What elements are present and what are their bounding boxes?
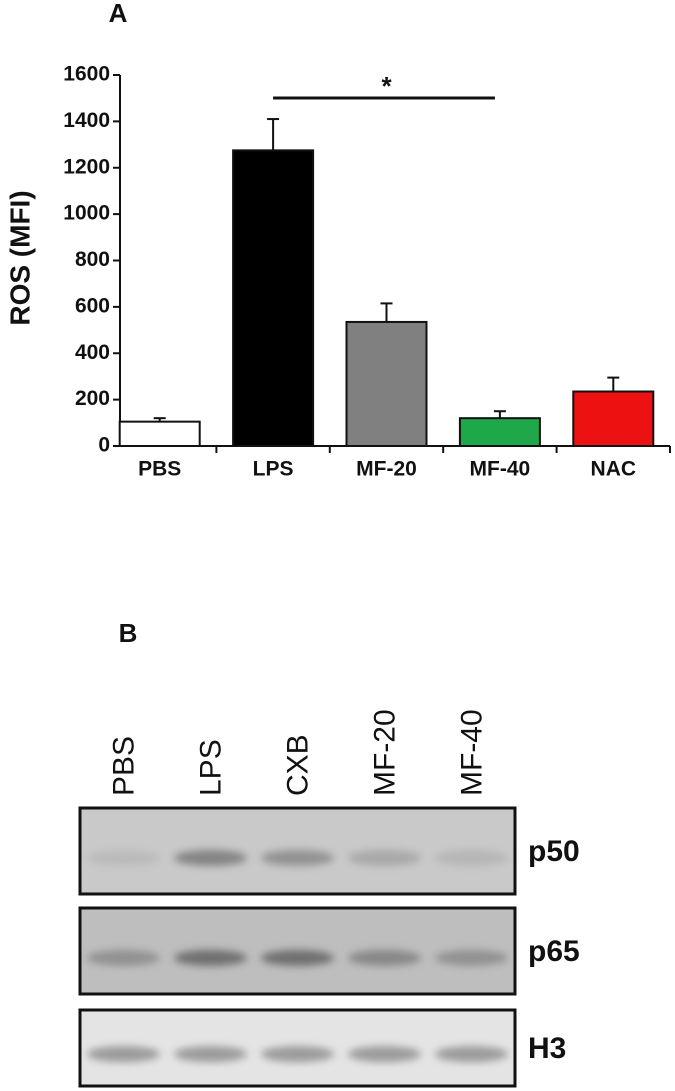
bar: [572, 390, 655, 447]
x-tick-label: LPS: [253, 458, 294, 481]
blot-band: [434, 949, 509, 966]
y-tick-label: 1600: [63, 63, 110, 86]
blot-band: [347, 1046, 422, 1063]
row-label: p65: [528, 935, 580, 968]
y-tick-label: 1200: [63, 155, 110, 178]
panel-label: B: [119, 618, 138, 648]
lane-label: MF-40: [455, 709, 488, 796]
x-tick-label: PBS: [138, 458, 181, 481]
y-tick-label: 800: [75, 248, 110, 271]
bar: [458, 417, 541, 447]
y-tick-label: 1000: [63, 202, 110, 225]
x-tick-label: MF-40: [470, 458, 531, 481]
x-tick-label: NAC: [591, 458, 637, 481]
bar: [345, 320, 428, 447]
blot-band: [260, 949, 335, 966]
y-tick-label: 400: [75, 341, 110, 364]
panel-label: A: [109, 0, 128, 28]
blot-band: [86, 1046, 161, 1063]
x-tick-label: MF-20: [356, 458, 417, 481]
y-axis-title: ROS (MFI): [4, 190, 35, 325]
row-label: p50: [528, 835, 580, 868]
significance-label: *: [381, 71, 392, 101]
y-tick-label: 200: [75, 387, 110, 410]
blot-band: [173, 1046, 248, 1063]
blot-band: [347, 949, 422, 966]
lane-label: CXB: [281, 734, 314, 796]
y-tick-label: 600: [75, 294, 110, 317]
blot-band: [434, 1046, 509, 1063]
blot-band: [173, 949, 248, 966]
blot-band: [86, 949, 161, 966]
lane-label: LPS: [194, 739, 227, 796]
y-tick-label: 1400: [63, 109, 110, 132]
blot-band: [86, 849, 161, 866]
bar: [118, 420, 201, 448]
blot-band: [347, 849, 422, 866]
lane-label: PBS: [107, 736, 140, 796]
lane-label: MF-20: [368, 709, 401, 796]
row-label: H3: [528, 1032, 566, 1065]
blot-band: [260, 1046, 335, 1063]
bar: [232, 149, 315, 447]
y-tick-label: 0: [98, 434, 110, 457]
blot-band: [173, 849, 248, 866]
blot-band: [434, 849, 509, 866]
blot-band: [260, 849, 335, 866]
